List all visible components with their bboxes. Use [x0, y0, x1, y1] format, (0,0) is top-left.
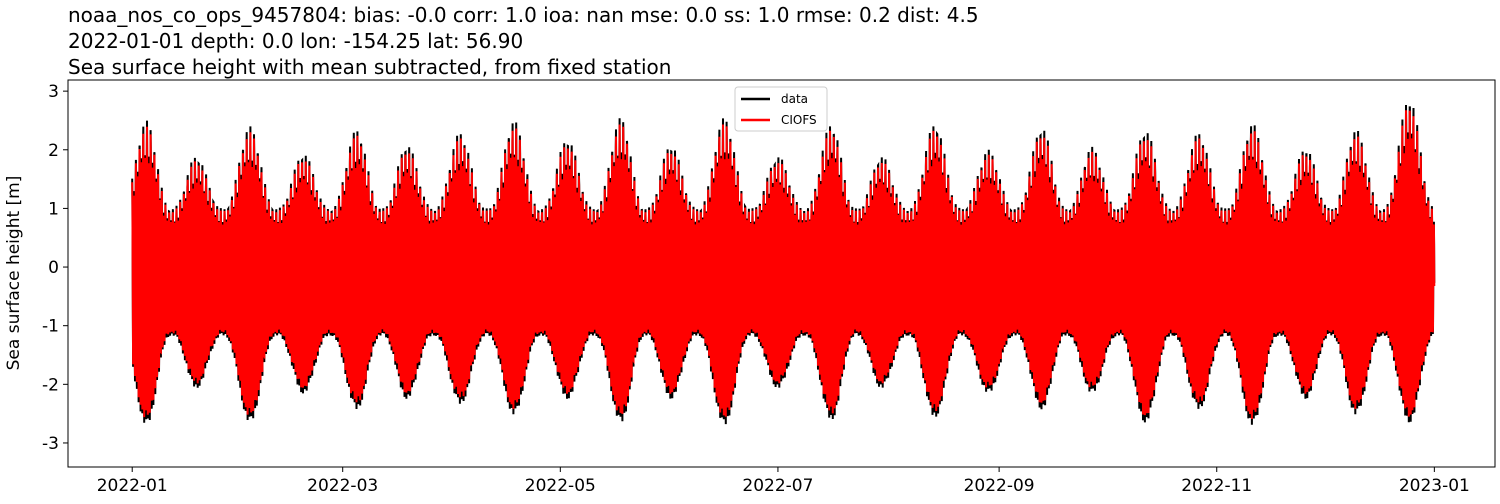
x-tick-label: 2022-11: [1181, 476, 1252, 496]
y-tick-label: 3: [48, 82, 59, 102]
title-line-2: 2022-01-01 depth: 0.0 lon: -154.25 lat: …: [68, 29, 523, 53]
y-tick-label: 2: [48, 141, 59, 161]
title-line-1: noaa_nos_co_ops_9457804: bias: -0.0 corr…: [68, 3, 979, 27]
title-line-3: Sea surface height with mean subtracted,…: [68, 55, 671, 79]
y-tick-label: -2: [42, 375, 59, 395]
series-line-ciofs: [131, 110, 1436, 420]
title: noaa_nos_co_ops_9457804: bias: -0.0 corr…: [68, 3, 979, 79]
x-tick-label: 2022-07: [742, 476, 813, 496]
x-tick-label: 2022-03: [307, 476, 378, 496]
y-tick-label: -1: [42, 317, 59, 337]
x-tick-label: 2022-01: [97, 476, 168, 496]
legend: data CIOFS: [734, 86, 828, 132]
legend-label-ciofs: CIOFS: [781, 113, 817, 127]
y-axis-label: Sea surface height [m]: [4, 176, 24, 371]
x-tick-label: 2022-05: [525, 476, 596, 496]
x-tick-label: 2023-01: [1399, 476, 1470, 496]
x-tick-label: 2022-09: [964, 476, 1035, 496]
legend-label-data: data: [781, 92, 808, 106]
y-tick-label: -3: [42, 434, 59, 454]
y-tick-label: 0: [48, 258, 59, 278]
y-tick-label: 1: [48, 199, 59, 219]
plot-frame: [67, 79, 1496, 468]
